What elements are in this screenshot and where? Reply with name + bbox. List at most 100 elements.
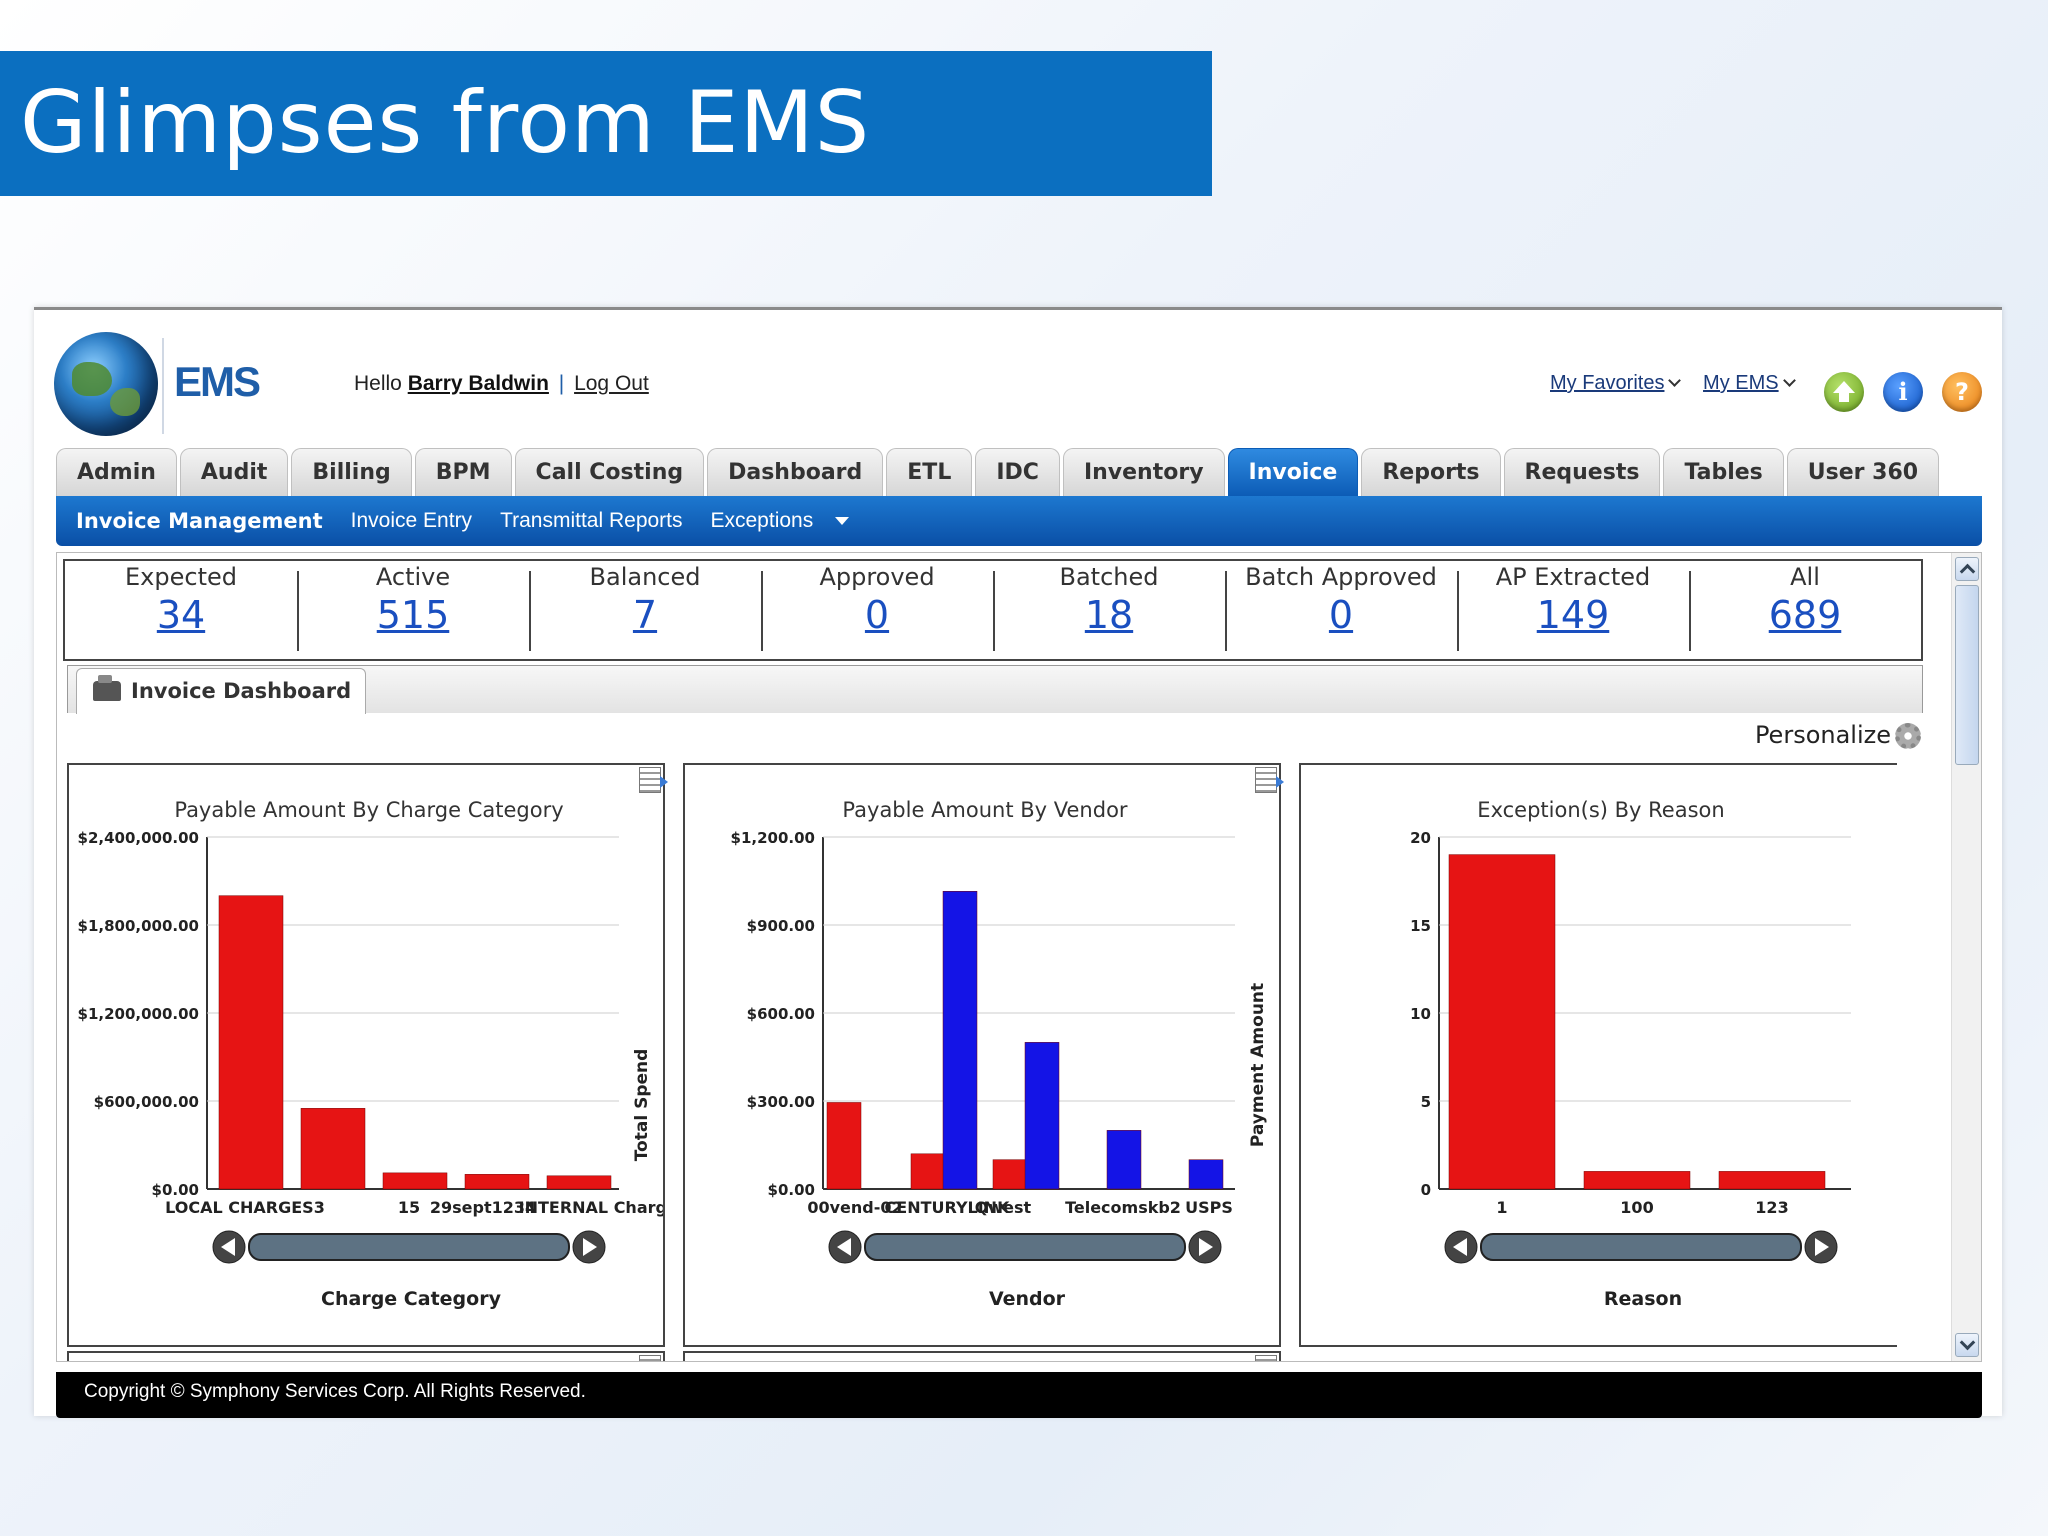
my-ems-label: My EMS <box>1703 372 1779 394</box>
x-tick-label: 1 <box>1496 1198 1507 1217</box>
bar[interactable] <box>300 1108 366 1190</box>
bar[interactable] <box>910 1153 946 1190</box>
panel-menu-icon[interactable] <box>639 1355 661 1361</box>
y-tick-label: $2,400,000.00 <box>78 829 199 847</box>
bar[interactable] <box>1448 854 1556 1190</box>
status-count-link[interactable]: 18 <box>1084 593 1134 637</box>
status-count-link[interactable]: 149 <box>1536 593 1610 637</box>
subnav-exceptions[interactable]: Exceptions <box>710 509 814 532</box>
status-count-link[interactable]: 34 <box>156 593 206 637</box>
panel-menu-icon[interactable] <box>639 767 668 793</box>
status-count-link[interactable]: 515 <box>376 593 450 637</box>
y-tick-label: 20 <box>1410 829 1431 847</box>
range-slider-track[interactable] <box>1480 1233 1802 1261</box>
bar[interactable] <box>942 891 978 1190</box>
my-ems-menu[interactable]: My EMS <box>1703 372 1796 394</box>
info-icon[interactable]: i <box>1883 372 1923 412</box>
bar[interactable] <box>218 895 284 1190</box>
bar[interactable] <box>1188 1159 1224 1190</box>
tab-bpm[interactable]: BPM <box>414 448 512 496</box>
sub-navigation: Invoice Management Invoice Entry Transmi… <box>56 496 1982 546</box>
right-arrow-glyph <box>1815 1238 1829 1256</box>
status-label: AP Extracted <box>1495 563 1651 591</box>
personalize-button[interactable]: Personalize <box>1755 721 1921 749</box>
status-expected: Expected 34 <box>65 561 297 659</box>
greeting-separator: | <box>558 372 565 395</box>
tab-etl[interactable]: ETL <box>886 448 973 496</box>
bar[interactable] <box>464 1174 530 1190</box>
lower-chart-panel <box>67 1351 665 1361</box>
dashboard-tabbar: Invoice Dashboard <box>67 665 1923 714</box>
status-label: Batched <box>1059 563 1159 591</box>
scroll-down-icon[interactable] <box>1955 1333 1979 1357</box>
range-slider-track[interactable] <box>248 1233 570 1261</box>
tab-requests[interactable]: Requests <box>1503 448 1661 496</box>
bar[interactable] <box>992 1159 1028 1190</box>
y-tick-label: $600,000.00 <box>94 1093 199 1111</box>
lower-chart-panel <box>683 1351 1281 1361</box>
scroll-up-icon[interactable] <box>1955 557 1979 581</box>
tab-invoice-dashboard[interactable]: Invoice Dashboard <box>76 668 366 714</box>
vertical-scrollbar[interactable] <box>1951 553 1981 1361</box>
x-tick-label: Telecomskb2 <box>1065 1198 1181 1217</box>
tab-dashboard[interactable]: Dashboard <box>707 448 884 496</box>
tab-user-360[interactable]: User 360 <box>1786 448 1940 496</box>
chevron-down-icon <box>1782 374 1796 387</box>
tab-idc[interactable]: IDC <box>975 448 1060 496</box>
tab-invoice[interactable]: Invoice <box>1227 448 1359 496</box>
x-tick-label: LOCAL CHARGES3 <box>165 1198 325 1217</box>
subnav-invoice-management[interactable]: Invoice Management <box>76 509 323 533</box>
bar[interactable] <box>1583 1171 1691 1190</box>
bar[interactable] <box>826 1102 862 1190</box>
invoice-status-strip: Expected 34 Active 515 Balanced 7 Approved 0 Bat… <box>63 559 1923 661</box>
range-slider-track[interactable] <box>864 1233 1186 1261</box>
status-count-link[interactable]: 689 <box>1768 593 1842 637</box>
left-arrow-glyph <box>1453 1238 1467 1256</box>
bar[interactable] <box>546 1175 612 1190</box>
subnav-transmittal-reports[interactable]: Transmittal Reports <box>500 509 683 532</box>
scroll-thumb[interactable] <box>1955 585 1979 765</box>
chart-panel-reason: Exception(s) By Reason 0 5 10 15 20 1 100 123 Rea… <box>1299 763 1897 1347</box>
subnav-dropdown-icon[interactable] <box>835 517 850 525</box>
status-balanced: Balanced 7 <box>529 561 761 659</box>
my-favorites-menu[interactable]: My Favorites <box>1550 372 1682 394</box>
x-tick-label: CENTURYLINK <box>885 1198 1011 1217</box>
tab-admin[interactable]: Admin <box>56 448 177 496</box>
tab-audit[interactable]: Audit <box>179 448 289 496</box>
y-axis-label: Total Spend <box>632 1049 652 1162</box>
tab-inventory[interactable]: Inventory <box>1062 448 1225 496</box>
status-count-link[interactable]: 7 <box>632 593 658 637</box>
tab-reports[interactable]: Reports <box>1361 448 1501 496</box>
y-tick-label: $1,800,000.00 <box>78 917 199 935</box>
y-tick-label: $300.00 <box>747 1093 815 1111</box>
logout-link[interactable]: Log Out <box>574 372 649 395</box>
user-name-link[interactable]: Barry Baldwin <box>407 372 549 395</box>
chart-reason: Exception(s) By Reason 0 5 10 15 20 1 100 123 Rea… <box>1410 798 1851 1310</box>
status-active: Active 515 <box>297 561 529 659</box>
tab-call-costing[interactable]: Call Costing <box>514 448 705 496</box>
y-axis-label: Payment Amount <box>1248 983 1268 1147</box>
status-label: Active <box>375 563 451 591</box>
help-icon[interactable]: ? <box>1942 372 1982 412</box>
status-label: Balanced <box>589 563 701 591</box>
status-approved: Approved 0 <box>761 561 993 659</box>
x-tick-label: USPS <box>1185 1198 1233 1217</box>
bar[interactable] <box>1106 1130 1142 1190</box>
panel-menu-icon[interactable] <box>1255 1355 1277 1361</box>
home-icon[interactable] <box>1824 372 1864 412</box>
panel-menu-icon[interactable] <box>1255 767 1284 793</box>
subnav-invoice-entry[interactable]: Invoice Entry <box>350 509 473 532</box>
bar[interactable] <box>382 1172 448 1190</box>
status-count-link[interactable]: 0 <box>864 593 890 637</box>
x-tick-label: 100 <box>1620 1198 1653 1217</box>
status-count-link[interactable]: 0 <box>1328 593 1354 637</box>
bar[interactable] <box>1024 1042 1060 1190</box>
bar[interactable] <box>1718 1171 1826 1190</box>
tab-tables[interactable]: Tables <box>1663 448 1784 496</box>
tab-billing[interactable]: Billing <box>291 448 412 496</box>
chart-title: Payable Amount By Vendor <box>842 798 1127 822</box>
globe-logo-icon <box>54 332 158 436</box>
y-tick-label: 5 <box>1421 1093 1431 1111</box>
status-batch-approved: Batch Approved 0 <box>1225 561 1457 659</box>
greeting-text: Hello <box>354 372 402 395</box>
